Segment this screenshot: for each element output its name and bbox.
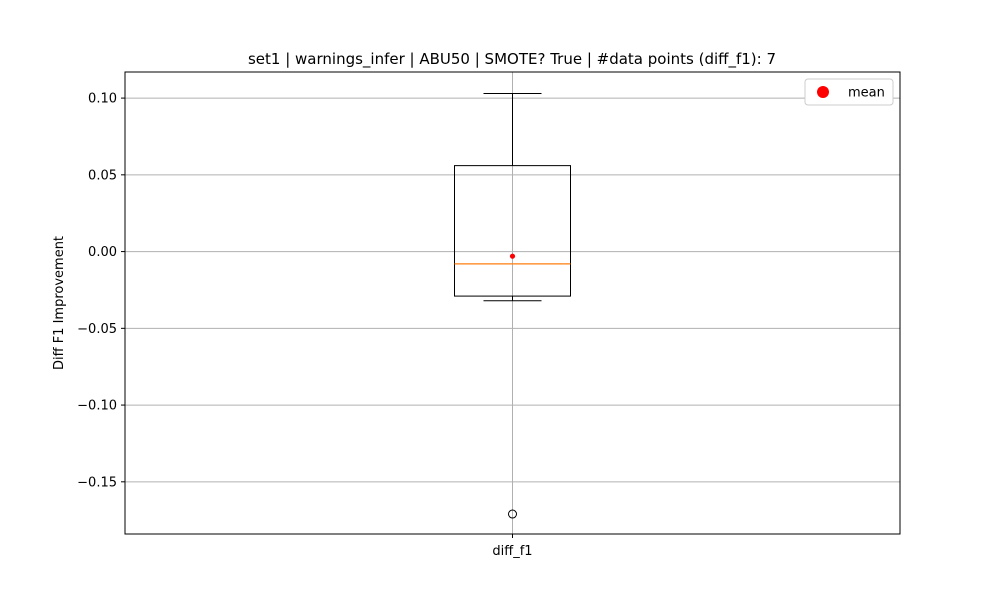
mean-marker: [509, 253, 516, 259]
y-tick-label: −0.05: [77, 322, 117, 337]
legend-mean-marker: [817, 86, 829, 98]
legend-box: [804, 78, 894, 106]
plot-frame: [124, 71, 901, 535]
y-axis-label: Diff F1 Improvement: [52, 236, 67, 370]
y-tick-label: −0.10: [77, 399, 117, 414]
boxes: [454, 92, 571, 519]
y-tick-label: 0.00: [88, 245, 117, 260]
chart-title: set1 | warnings_infer | ABU50 | SMOTE? T…: [248, 50, 776, 69]
legend: mean: [804, 78, 894, 106]
y-tick-label: −0.15: [77, 475, 117, 490]
x-axis-ticks: diff_f1: [492, 534, 533, 559]
outlier-point: [508, 509, 517, 519]
y-tick-label: 0.05: [88, 168, 117, 183]
legend-mean-label: mean: [848, 86, 885, 101]
y-axis-ticks: 0.10 0.05 0.00 −0.05 −0.10 −0.15: [77, 92, 125, 490]
box-iqr: [454, 165, 571, 297]
y-tick-label: 0.10: [88, 92, 117, 107]
x-tick-label: diff_f1: [492, 544, 532, 559]
